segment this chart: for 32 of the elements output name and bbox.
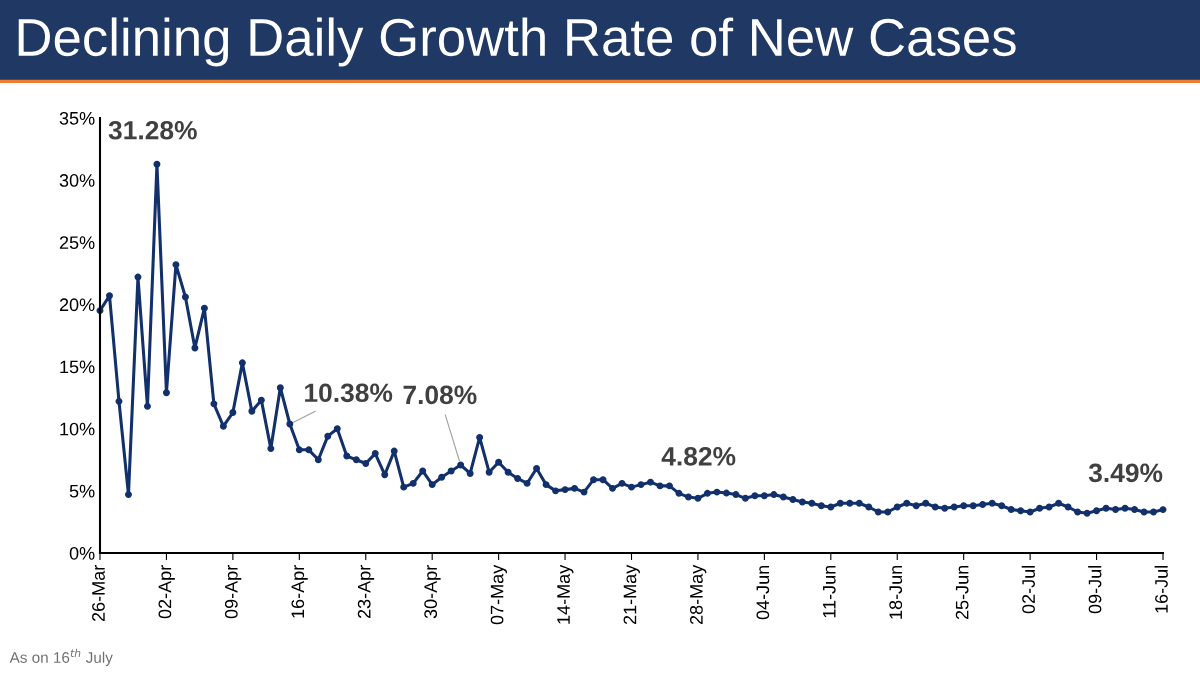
x-tick-label: 14-May [557, 564, 574, 624]
x-tick-label: 30-Apr [424, 565, 441, 619]
annotation: 31.28% [108, 120, 197, 140]
x-tick-label: 28-May [690, 564, 707, 625]
annotation: 10.38% [305, 383, 393, 403]
x-tick-label: 21-May [623, 564, 640, 625]
annotation: 7.08% [403, 385, 477, 405]
x-tick-label: 16-Jul [1154, 566, 1168, 613]
y-tick-label: 20% [59, 298, 95, 312]
x-tick-label: 16-Apr [291, 565, 308, 618]
y-tick-label: 35% [59, 111, 95, 125]
annotation: 3.49% [1088, 463, 1163, 483]
chart-title: Declining Daily Growth Rate of New Cases [18, 17, 1016, 67]
y-tick-label: 25% [59, 236, 95, 250]
y-tick-label: 15% [60, 360, 95, 374]
x-tick-label: 25-Jun [955, 565, 969, 620]
x-tick-label: 09-Jul [1088, 566, 1102, 614]
x-tick-label: 07-May [490, 564, 508, 625]
x-tick-label: 18-Jun [889, 565, 903, 619]
x-tick-label: 11-Jun [823, 565, 836, 618]
y-tick-label: 5% [69, 484, 95, 498]
x-tick-label: 02-Jul [1021, 566, 1035, 614]
x-tick-label: 02-Apr [158, 565, 175, 619]
text: As on 16$^{th}$ July [9, 648, 113, 666]
y-tick-label: 0% [69, 546, 95, 560]
annotation: 4.82% [661, 446, 736, 466]
y-tick-label: 30% [59, 174, 95, 187]
x-tick-label: 23-Apr [357, 565, 375, 619]
x-tick-label: 26-Mar [92, 565, 105, 622]
x-tick-label: 09-Apr [224, 565, 242, 619]
x-tick-label: 04-Jun [756, 565, 770, 620]
y-tick-label: 10% [60, 422, 95, 436]
